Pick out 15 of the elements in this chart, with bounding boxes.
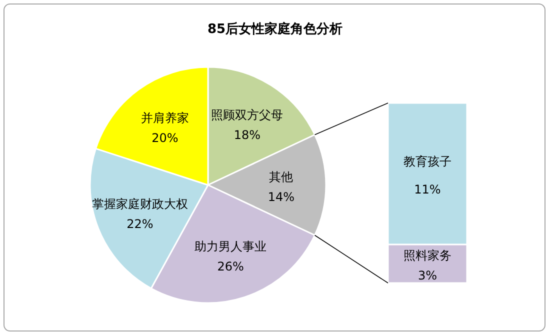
slice-label: 照顾双方父母 [211, 108, 284, 122]
series-label: 照料家务 [404, 248, 452, 263]
slice-label: 其他 [269, 170, 294, 184]
slice-label: 并肩养家 [141, 110, 189, 125]
series-label: 教育孩子 [404, 154, 452, 169]
data-label: 3% [418, 268, 438, 283]
data-label: 14% [268, 190, 294, 204]
slice-label: 助力男人事业 [194, 240, 267, 254]
data-label: 11% [414, 182, 441, 197]
slice-label: 掌握家庭财政大权 [92, 196, 188, 211]
data-label: 20% [152, 130, 178, 145]
data-label: 26% [217, 260, 244, 274]
data-label: 18% [234, 128, 261, 142]
chart-title: 85后女性家庭角色分析 [207, 21, 343, 37]
data-label: 22% [126, 216, 154, 231]
